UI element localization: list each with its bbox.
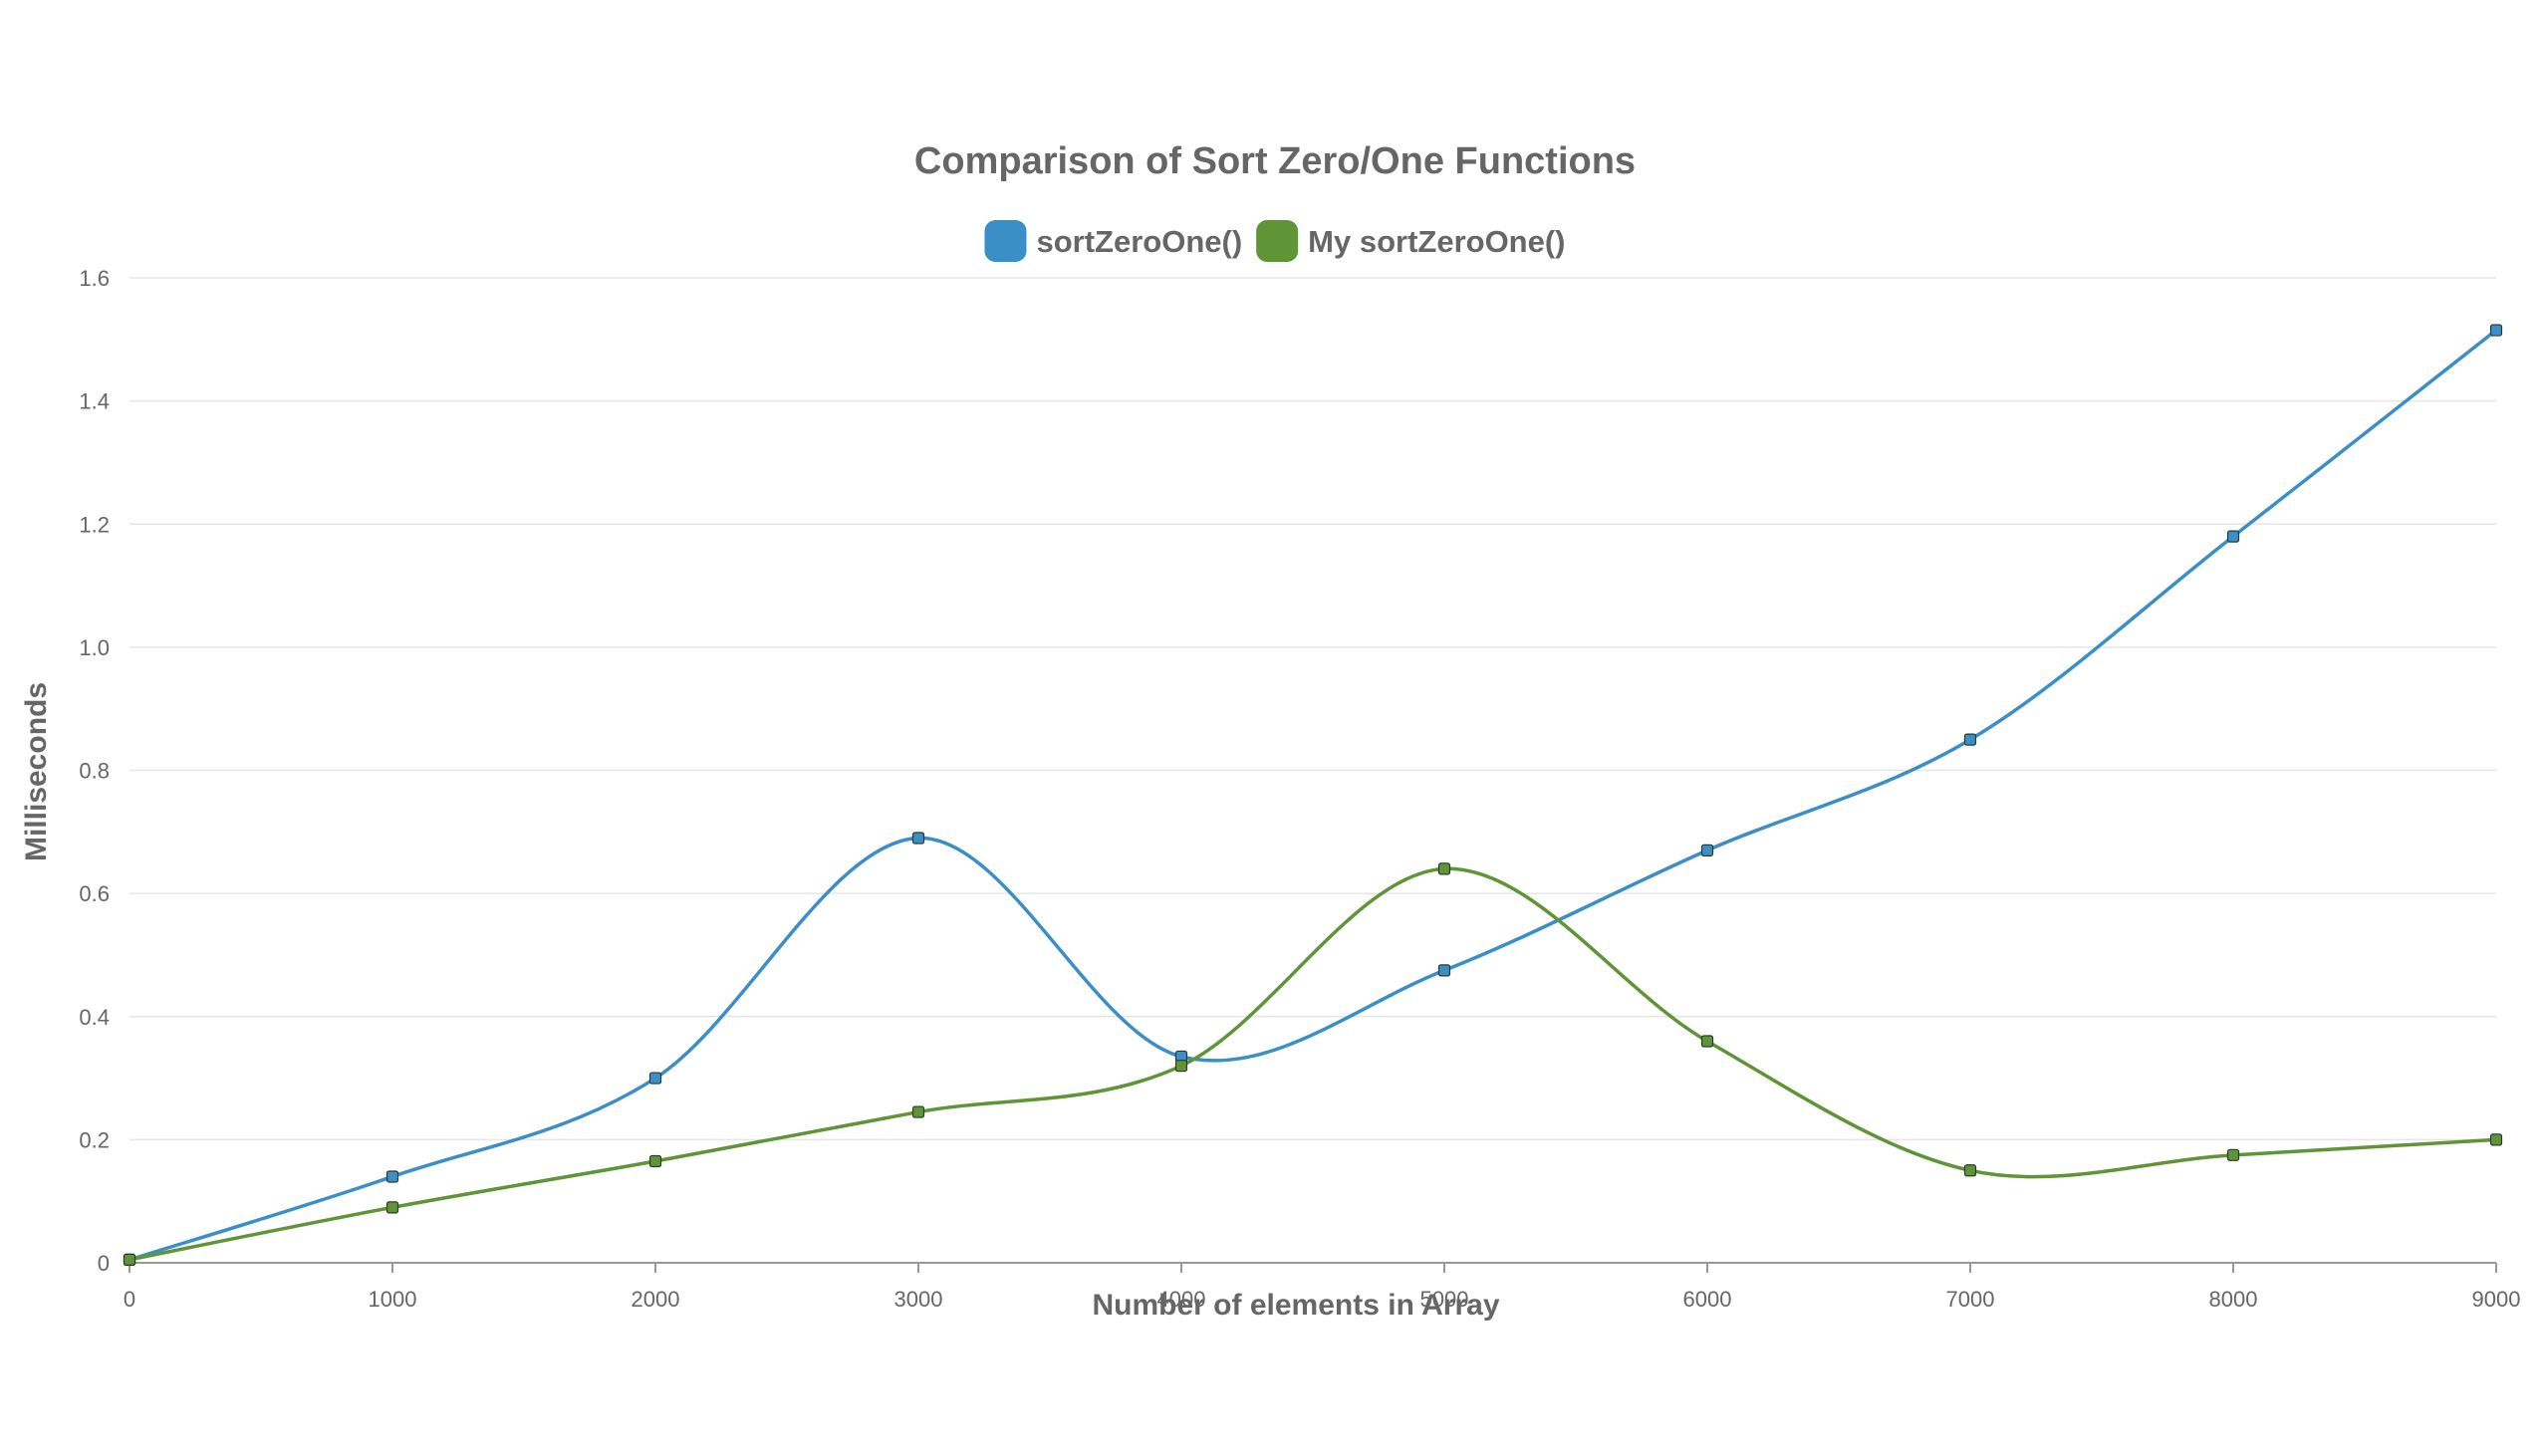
grid-lines xyxy=(129,277,2496,1141)
legend-label: sortZeroOne() xyxy=(1036,224,1242,259)
data-point[interactable] xyxy=(385,1170,399,1183)
y-tick-label: 1.0 xyxy=(79,635,110,660)
chart-title: Comparison of Sort Zero/One Functions xyxy=(914,140,1636,182)
y-tick-label: 0.4 xyxy=(79,1005,110,1030)
x-axis-tick-labels: 0 1000 2000 3000 4000 5000 6000 7000 8000 9000 xyxy=(124,1263,2521,1312)
x-tick-label: 7000 xyxy=(1946,1287,1995,1312)
x-axis-title: Number of elements in Array xyxy=(1093,1289,1500,1322)
x-tick-label: 5000 xyxy=(1420,1287,1469,1312)
legend-item-2[interactable]: My sortZeroOne() xyxy=(1256,220,1566,262)
y-tick-label: 1.2 xyxy=(79,512,110,537)
y-tick-label: 0 xyxy=(98,1251,110,1276)
x-tick-label: 0 xyxy=(124,1287,135,1312)
series-points xyxy=(123,324,2503,1267)
data-point[interactable] xyxy=(648,1072,662,1085)
data-point[interactable] xyxy=(2226,530,2240,543)
data-point[interactable] xyxy=(385,1201,399,1214)
y-axis-title: Milliseconds xyxy=(20,682,53,861)
y-axis-tick-labels: 0 0.2 0.4 0.6 0.8 1.0 1.2 1.4 1.6 xyxy=(79,266,110,1276)
x-tick-label: 3000 xyxy=(894,1287,943,1312)
legend-item-1[interactable]: sortZeroOne() xyxy=(984,220,1242,262)
series-line-1 xyxy=(127,328,2498,1262)
y-tick-label: 0.2 xyxy=(79,1127,110,1152)
data-point[interactable] xyxy=(1174,1060,1188,1073)
legend-label: My sortZeroOne() xyxy=(1308,224,1565,259)
y-tick-label: 0.6 xyxy=(79,881,110,906)
series-lines xyxy=(127,328,2498,1262)
x-tick-label: 6000 xyxy=(1683,1287,1732,1312)
data-point[interactable] xyxy=(1700,844,1714,856)
y-tick-label: 0.8 xyxy=(79,759,110,784)
data-point[interactable] xyxy=(911,1105,925,1118)
data-point[interactable] xyxy=(123,1253,136,1267)
data-point[interactable] xyxy=(1963,1164,1977,1177)
x-tick-label: 8000 xyxy=(2209,1287,2258,1312)
y-tick-label: 1.4 xyxy=(79,389,110,414)
data-point[interactable] xyxy=(2489,324,2503,337)
data-point[interactable] xyxy=(1963,733,1977,746)
data-point[interactable] xyxy=(1437,862,1451,875)
data-point[interactable] xyxy=(1700,1035,1714,1048)
x-tick-label: 9000 xyxy=(2472,1287,2521,1312)
data-point[interactable] xyxy=(1437,964,1451,977)
legend-swatch xyxy=(984,220,1027,262)
data-point[interactable] xyxy=(2226,1148,2240,1161)
y-tick-label: 1.6 xyxy=(79,266,110,291)
legend-swatch xyxy=(1256,220,1299,262)
legend: sortZeroOne() My sortZeroOne() xyxy=(984,220,1566,262)
series-line-2 xyxy=(127,866,2498,1262)
x-tick-label: 4000 xyxy=(1157,1287,1206,1312)
data-point[interactable] xyxy=(2489,1133,2503,1146)
x-tick-label: 1000 xyxy=(369,1287,417,1312)
data-point[interactable] xyxy=(911,832,925,845)
data-point[interactable] xyxy=(648,1154,662,1168)
x-tick-label: 2000 xyxy=(632,1287,680,1312)
